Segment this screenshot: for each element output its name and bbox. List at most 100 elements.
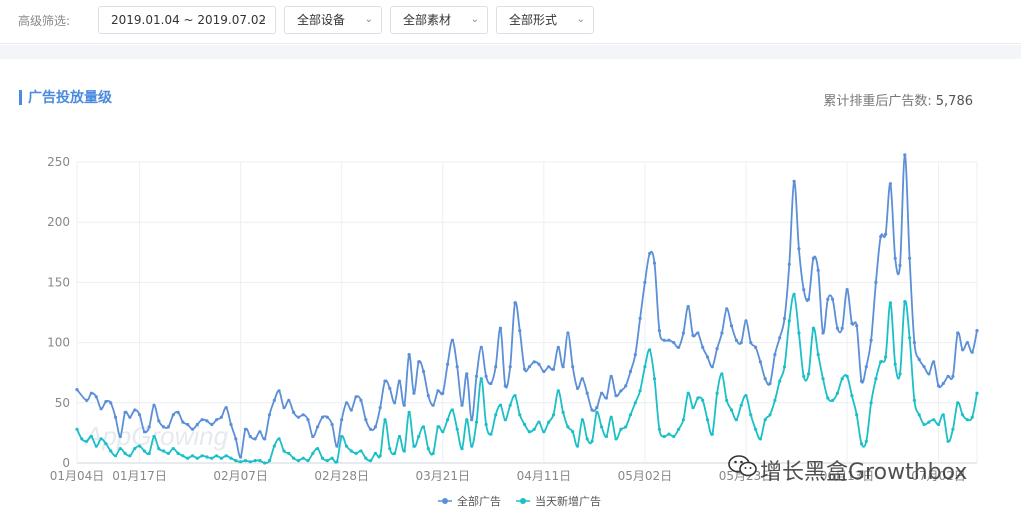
data-point bbox=[551, 413, 556, 417]
data-point bbox=[575, 386, 580, 390]
data-point bbox=[210, 422, 214, 427]
data-point bbox=[470, 418, 474, 422]
device-select[interactable]: 全部设备 ⌄ bbox=[284, 6, 382, 34]
chart-legend[interactable]: 全部广告 当天新增广告 bbox=[438, 494, 601, 508]
data-point bbox=[316, 447, 320, 451]
data-point bbox=[638, 389, 642, 393]
data-point bbox=[715, 391, 719, 395]
data-point bbox=[359, 449, 363, 453]
data-point bbox=[898, 372, 902, 376]
data-point bbox=[763, 377, 767, 381]
data-point bbox=[325, 415, 329, 419]
data-point bbox=[965, 341, 970, 345]
data-point bbox=[859, 379, 864, 383]
date-range-select[interactable]: 2019.01.04 ~ 2019.07.02 ⌄ bbox=[98, 6, 276, 34]
data-point bbox=[446, 418, 450, 422]
data-point bbox=[619, 427, 623, 431]
data-point bbox=[667, 338, 671, 342]
data-point bbox=[643, 365, 647, 369]
data-point bbox=[677, 427, 681, 431]
data-point bbox=[340, 418, 344, 422]
data-point bbox=[263, 437, 267, 441]
data-point bbox=[835, 326, 840, 330]
data-point bbox=[604, 434, 609, 439]
data-point bbox=[807, 297, 811, 301]
wechat-icon bbox=[728, 455, 757, 477]
data-point bbox=[248, 434, 252, 439]
data-point bbox=[542, 430, 546, 434]
data-point bbox=[754, 427, 758, 431]
legend-marker bbox=[442, 498, 448, 504]
data-point bbox=[484, 374, 488, 378]
data-point bbox=[917, 413, 921, 417]
data-point bbox=[792, 292, 796, 296]
data-point bbox=[532, 427, 536, 431]
data-point bbox=[94, 444, 98, 448]
data-point bbox=[335, 460, 339, 464]
data-point bbox=[455, 427, 459, 431]
data-point bbox=[470, 444, 474, 448]
data-point bbox=[508, 365, 512, 369]
data-point bbox=[547, 365, 551, 369]
data-point bbox=[138, 444, 142, 448]
data-point bbox=[359, 398, 363, 402]
data-point bbox=[301, 413, 305, 417]
data-point bbox=[85, 439, 89, 443]
data-point bbox=[205, 419, 209, 423]
data-point bbox=[263, 461, 267, 465]
data-point bbox=[383, 418, 387, 422]
data-point bbox=[527, 365, 532, 369]
data-point bbox=[311, 451, 315, 455]
data-point bbox=[956, 331, 960, 335]
data-point bbox=[393, 451, 397, 455]
date-range-value: 2019.01.04 ~ 2019.07.02 bbox=[111, 13, 267, 27]
data-point bbox=[369, 427, 373, 431]
data-point bbox=[946, 439, 950, 443]
data-point bbox=[961, 413, 965, 417]
data-point bbox=[195, 456, 199, 460]
data-point bbox=[826, 297, 830, 301]
data-point bbox=[970, 350, 974, 354]
data-point bbox=[595, 406, 599, 410]
data-point bbox=[879, 360, 883, 364]
data-point bbox=[908, 336, 912, 340]
data-point bbox=[835, 391, 840, 395]
data-point bbox=[484, 422, 488, 427]
data-point bbox=[325, 459, 329, 463]
format-select[interactable]: 全部形式 ⌄ bbox=[496, 6, 594, 34]
data-point bbox=[133, 408, 137, 412]
data-point bbox=[691, 406, 695, 410]
data-point bbox=[330, 456, 334, 460]
data-point bbox=[633, 353, 637, 357]
data-point bbox=[133, 447, 137, 451]
y-tick-label: 200 bbox=[47, 215, 70, 229]
data-point bbox=[523, 367, 527, 371]
legend-item[interactable]: 全部广告 bbox=[438, 494, 501, 508]
data-point bbox=[118, 434, 122, 439]
x-tick-label: 05月02日 bbox=[618, 469, 673, 483]
data-point bbox=[85, 398, 89, 402]
data-point bbox=[210, 456, 214, 460]
legend-item[interactable]: 当天新增广告 bbox=[516, 494, 601, 508]
data-point bbox=[373, 451, 377, 455]
data-point bbox=[898, 263, 902, 268]
data-point bbox=[609, 415, 613, 419]
material-select[interactable]: 全部素材 ⌄ bbox=[390, 6, 488, 34]
total-value: 5,786 bbox=[935, 94, 973, 109]
data-point bbox=[138, 413, 142, 417]
data-point bbox=[595, 410, 599, 414]
chevron-down-icon: ⌄ bbox=[576, 14, 585, 25]
data-point bbox=[705, 418, 710, 422]
data-point bbox=[561, 365, 565, 369]
data-point bbox=[701, 398, 705, 402]
data-point bbox=[672, 341, 676, 345]
data-point bbox=[498, 403, 503, 407]
data-point bbox=[200, 454, 204, 458]
data-point bbox=[181, 454, 185, 458]
chevron-down-icon: ⌄ bbox=[470, 14, 479, 25]
data-point bbox=[961, 348, 965, 352]
data-point bbox=[720, 331, 724, 335]
data-point bbox=[104, 400, 108, 404]
total-label: 累计排重后广告数: bbox=[823, 94, 932, 109]
data-point bbox=[927, 420, 931, 424]
